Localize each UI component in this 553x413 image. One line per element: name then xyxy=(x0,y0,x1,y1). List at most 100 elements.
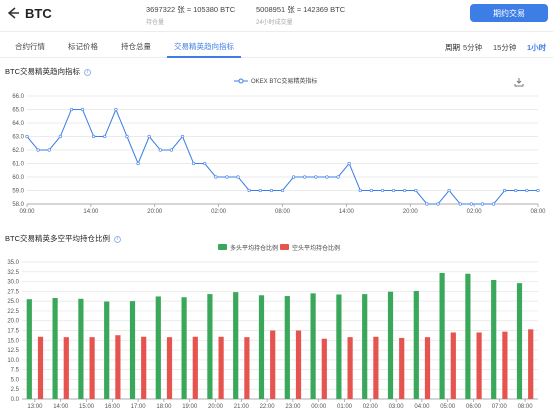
open-interest-stat: 3697322 张 ≈ 105380 BTC 持仓量 xyxy=(146,4,235,26)
tab-mark-price[interactable]: 标记价格 xyxy=(68,42,98,51)
long-bar xyxy=(233,292,239,399)
series-point xyxy=(303,175,307,179)
series-point xyxy=(514,188,518,193)
series-point xyxy=(180,134,185,139)
short-bar xyxy=(63,337,69,399)
ratio-title-text: BTC交易精英多空平均持仓比例 xyxy=(5,234,110,243)
short-bar xyxy=(89,337,95,399)
legend-swatch xyxy=(218,244,227,250)
volume-stat: 5008951 张 ≈ 142369 BTC 24小时成交量 xyxy=(256,4,345,26)
x-tick-label: 14:00 xyxy=(83,209,99,215)
series-point xyxy=(480,202,485,206)
short-bar xyxy=(321,338,327,399)
x-tick-label: 04:00 xyxy=(414,404,430,410)
y-tick-label: 32.5 xyxy=(7,270,19,276)
series-point xyxy=(169,148,174,152)
trade-button[interactable]: 期约交易 xyxy=(470,4,548,22)
indicator-title-text: BTC交易精英趋向指标 xyxy=(5,67,80,76)
bar-legend: 多头平均持仓比例 空头平均持仓比例 xyxy=(218,244,340,252)
series-point xyxy=(136,161,140,166)
series-point xyxy=(380,188,385,193)
series-point xyxy=(103,134,107,139)
tab-bar: 合约行情 标记价格 持仓总量 交易精英趋向指标 周期 5分钟 15分钟 1小时 xyxy=(0,38,553,58)
y-tick-label: 59.0 xyxy=(12,189,24,195)
series-point xyxy=(225,175,229,179)
series-point xyxy=(192,161,196,166)
x-tick-label: 14:00 xyxy=(53,404,69,410)
download-icon[interactable] xyxy=(514,77,524,87)
series-point xyxy=(425,202,429,206)
x-tick-label: 08:00 xyxy=(518,404,534,410)
series-point xyxy=(147,134,151,139)
series-point xyxy=(247,188,251,193)
series-point xyxy=(391,188,396,193)
long-bar xyxy=(336,294,342,399)
y-tick-label: 58.0 xyxy=(12,202,24,208)
x-tick-label: 08:00 xyxy=(275,209,291,215)
legend-dot-marker xyxy=(238,78,244,84)
x-tick-label: 17:00 xyxy=(131,404,147,410)
y-tick-label: 66.0 xyxy=(12,94,24,100)
y-tick-label: 20.0 xyxy=(7,319,19,325)
tab-open-interest[interactable]: 持仓总量 xyxy=(121,42,151,51)
tab-market[interactable]: 合约行情 xyxy=(15,42,45,51)
tab-elite-indicator[interactable]: 交易精英趋向指标 xyxy=(174,42,234,51)
x-tick-label: 18:00 xyxy=(156,404,172,410)
series-point xyxy=(358,188,362,193)
long-bar xyxy=(207,294,213,399)
short-bar xyxy=(141,336,147,399)
short-bar xyxy=(528,329,534,399)
y-tick-label: 35.0 xyxy=(7,260,19,266)
period-15min[interactable]: 15分钟 xyxy=(493,43,517,52)
legend-label: OKEX BTC交易精英指标 xyxy=(251,77,317,85)
long-bar xyxy=(516,283,523,399)
y-tick-label: 61.0 xyxy=(12,162,24,168)
series-point xyxy=(292,175,296,179)
coin-title: BTC xyxy=(25,6,52,21)
series-point xyxy=(125,134,129,139)
x-tick-label: 03:00 xyxy=(389,404,405,410)
series-point xyxy=(203,161,207,166)
period-label: 周期 xyxy=(445,43,460,52)
series-point xyxy=(491,202,496,206)
info-icon[interactable]: i xyxy=(84,69,91,76)
series-point xyxy=(525,188,529,193)
y-tick-label: 65.0 xyxy=(12,108,24,114)
long-bar xyxy=(181,297,187,399)
long-bar xyxy=(362,294,368,399)
series-point xyxy=(469,202,473,206)
x-tick-label: 02:00 xyxy=(211,209,227,215)
y-tick-label: 15.0 xyxy=(7,338,19,344)
series-point xyxy=(347,161,351,166)
long-bar xyxy=(387,291,394,399)
x-tick-label: 23:00 xyxy=(285,404,301,410)
long-bar xyxy=(310,293,316,399)
series-point xyxy=(414,188,418,193)
info-icon[interactable]: i xyxy=(114,236,121,243)
series-point xyxy=(536,188,540,193)
x-tick-label: 09:00 xyxy=(19,209,35,215)
short-bar xyxy=(166,337,173,399)
x-tick-label: 16:00 xyxy=(105,404,121,410)
x-tick-label: 20:00 xyxy=(403,209,419,215)
series-point xyxy=(92,134,96,139)
period-5min[interactable]: 5分钟 xyxy=(463,43,483,52)
legend-label: 多头平均持仓比例 xyxy=(230,244,278,252)
short-bar xyxy=(450,332,456,399)
series-point xyxy=(325,175,329,179)
arrow-left-icon[interactable] xyxy=(5,5,21,21)
period-1hour[interactable]: 1小时 xyxy=(527,43,547,52)
series-point xyxy=(80,107,85,112)
open-interest-value: 3697322 张 ≈ 105380 BTC xyxy=(146,5,236,14)
y-tick-label: 62.0 xyxy=(12,148,24,154)
y-tick-label: 7.5 xyxy=(11,368,20,374)
short-bar xyxy=(424,337,431,399)
y-tick-label: 0.0 xyxy=(11,397,20,403)
indicator-chart-title: BTC交易精英趋向指标 i xyxy=(5,66,91,77)
long-bar xyxy=(52,298,58,399)
y-tick-label: 63.0 xyxy=(12,135,24,141)
y-tick-label: 30.0 xyxy=(7,280,19,286)
y-tick-label: 25.0 xyxy=(7,299,19,305)
